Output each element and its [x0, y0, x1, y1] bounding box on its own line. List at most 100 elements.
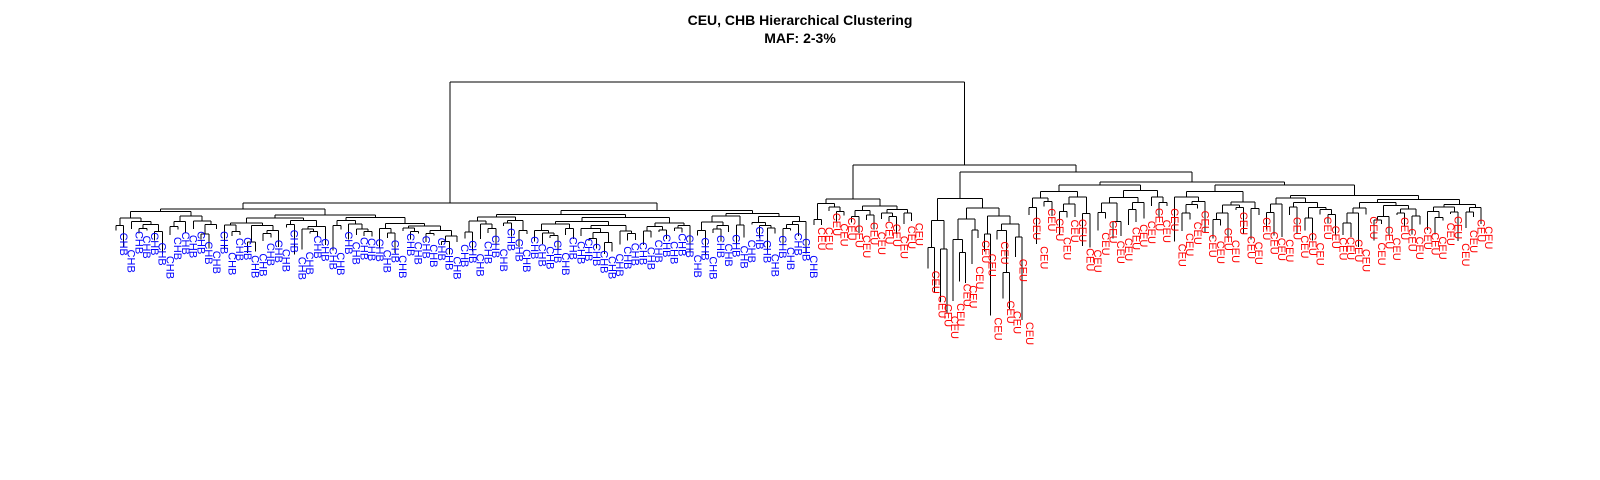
leaf-label-chb: CHB — [303, 252, 315, 275]
leaf-label-chb: CHB — [807, 255, 819, 278]
leaf-label-chb: CHB — [280, 249, 292, 272]
leaf-label-ceu: CEU — [1229, 240, 1241, 263]
leaf-label-ceu: CEU — [1390, 238, 1402, 261]
leaf-label-chb: CHB — [784, 247, 796, 270]
leaf-label-chb: CHB — [714, 235, 726, 258]
leaf-label-chb: CHB — [613, 253, 625, 276]
leaf-label-ceu: CEU — [1275, 238, 1287, 261]
leaf-label-chb: CHB — [706, 256, 718, 279]
leaf-label-chb: CHB — [288, 230, 300, 253]
leaf-label-ceu: CEU — [1344, 237, 1356, 260]
leaf-label-ceu: CEU — [1298, 235, 1310, 258]
leaf-label-ceu: CEU — [1017, 259, 1029, 282]
leaf-label-chb: CHB — [543, 246, 555, 269]
leaf-label-chb: CHB — [559, 252, 571, 275]
leaf-label-chb: CHB — [474, 253, 486, 276]
leaf-label-ceu: CEU — [1053, 218, 1065, 241]
leaf-label-ceu: CEU — [1459, 243, 1471, 266]
leaf-label-chb: CHB — [319, 238, 331, 261]
leaf-label-ceu: CEU — [1084, 248, 1096, 271]
leaf-label-ceu: CEU — [1030, 217, 1042, 240]
leaf-label-ceu: CEU — [1168, 208, 1180, 231]
leaf-label-ceu: CEU — [1214, 241, 1226, 264]
leaf-label-chb: CHB — [256, 253, 268, 276]
leaf-label-chb: CHB — [481, 241, 493, 264]
leaf-label-chb: CHB — [210, 251, 222, 274]
leaf-label-chb: CHB — [225, 252, 237, 275]
leaf-label-chb: CHB — [419, 236, 431, 259]
leaf-label-ceu: CEU — [1153, 208, 1165, 231]
leaf-label-chb: CHB — [435, 238, 447, 261]
leaf-label-chb: CHB — [443, 247, 455, 270]
leaf-label-ceu: CEU — [1452, 216, 1464, 239]
leaf-label-ceu: CEU — [1467, 230, 1479, 253]
leaf-label-chb: CHB — [551, 240, 563, 263]
leaf-label-ceu: CEU — [1268, 231, 1280, 254]
chart-subtitle: MAF: 2-3% — [764, 30, 836, 46]
leaf-label-chb: CHB — [683, 235, 695, 258]
leaf-label-chb: CHB — [520, 249, 532, 272]
leaf-label-chb: CHB — [218, 231, 230, 254]
leaf-label-ceu: CEU — [1045, 208, 1057, 231]
leaf-label-chb: CHB — [737, 245, 749, 268]
leaf-label-ceu: CEU — [1375, 242, 1387, 265]
leaf-label-chb: CHB — [171, 237, 183, 260]
leaf-label-chb: CHB — [156, 243, 168, 266]
leaf-label-ceu: CEU — [875, 232, 887, 255]
leaf-label-ceu: CEU — [1475, 219, 1487, 242]
leaf-label-ceu: CEU — [1004, 300, 1016, 323]
leaf-label-chb: CHB — [637, 242, 649, 265]
leaf-label-chb: CHB — [311, 235, 323, 258]
leaf-label-ceu: CEU — [822, 227, 834, 250]
leaf-label-ceu: CEU — [1360, 249, 1372, 272]
leaf-label-ceu: CEU — [1306, 233, 1318, 256]
leaf-label-chb: CHB — [722, 244, 734, 267]
leaf-label-ceu: CEU — [1107, 220, 1119, 243]
leaf-label-ceu: CEU — [1122, 238, 1134, 261]
leaf-label-ceu: CEU — [942, 304, 954, 327]
leaf-label-ceu: CEU — [1191, 222, 1203, 245]
leaf-label-ceu: CEU — [985, 254, 997, 277]
leaf-label-chb: CHB — [567, 237, 579, 260]
dendrogram-branches — [115, 81, 1482, 320]
leaf-label-chb: CHB — [365, 238, 377, 261]
leaf-label-ceu: CEU — [1160, 220, 1172, 243]
leaf-label-ceu: CEU — [1222, 228, 1234, 251]
leaf-label-ceu: CEU — [860, 235, 872, 258]
leaf-label-chb: CHB — [202, 241, 214, 264]
leaf-label-ceu: CEU — [1383, 226, 1395, 249]
leaf-label-ceu: CEU — [867, 222, 879, 245]
leaf-label-ceu: CEU — [1352, 239, 1364, 262]
leaf-label-chb: CHB — [163, 256, 175, 279]
leaf-label-chb: CHB — [652, 240, 664, 263]
leaf-label-ceu: CEU — [1482, 226, 1494, 249]
leaf-label-chb: CHB — [350, 242, 362, 265]
leaf-label-ceu: CEU — [905, 226, 917, 249]
leaf-label-chb: CHB — [644, 247, 656, 270]
leaf-label-ceu: CEU — [929, 271, 941, 294]
leaf-label-ceu: CEU — [1413, 237, 1425, 260]
leaf-label-ceu: CEU — [1237, 212, 1249, 235]
leaf-label-chb: CHB — [528, 236, 540, 259]
leaf-label-chb: CHB — [776, 235, 788, 258]
leaf-label-chb: CHB — [458, 244, 470, 267]
leaf-label-ceu: CEU — [1398, 217, 1410, 240]
leaf-label-ceu: CEU — [1283, 239, 1295, 262]
leaf-label-ceu: CEU — [1321, 217, 1333, 240]
leaf-label-chb: CHB — [629, 243, 641, 266]
leaf-label-chb: CHB — [187, 235, 199, 258]
leaf-label-ceu: CEU — [1245, 236, 1257, 259]
leaf-label-ceu: CEU — [882, 221, 894, 244]
leaf-label-chb: CHB — [264, 243, 276, 266]
leaf-label-ceu: CEU — [1010, 311, 1022, 334]
leaf-label-ceu: CEU — [1444, 223, 1456, 246]
leaf-label-ceu: CEU — [837, 223, 849, 246]
leaf-label-ceu: CEU — [830, 213, 842, 236]
leaf-label-ceu: CEU — [1068, 219, 1080, 242]
leaf-label-chb: CHB — [272, 240, 284, 263]
leaf-label-chb: CHB — [295, 257, 307, 280]
leaf-label-ceu: CEU — [973, 266, 985, 289]
leaf-label-ceu: CEU — [1183, 233, 1195, 256]
leaf-label-ceu: CEU — [1436, 236, 1448, 259]
